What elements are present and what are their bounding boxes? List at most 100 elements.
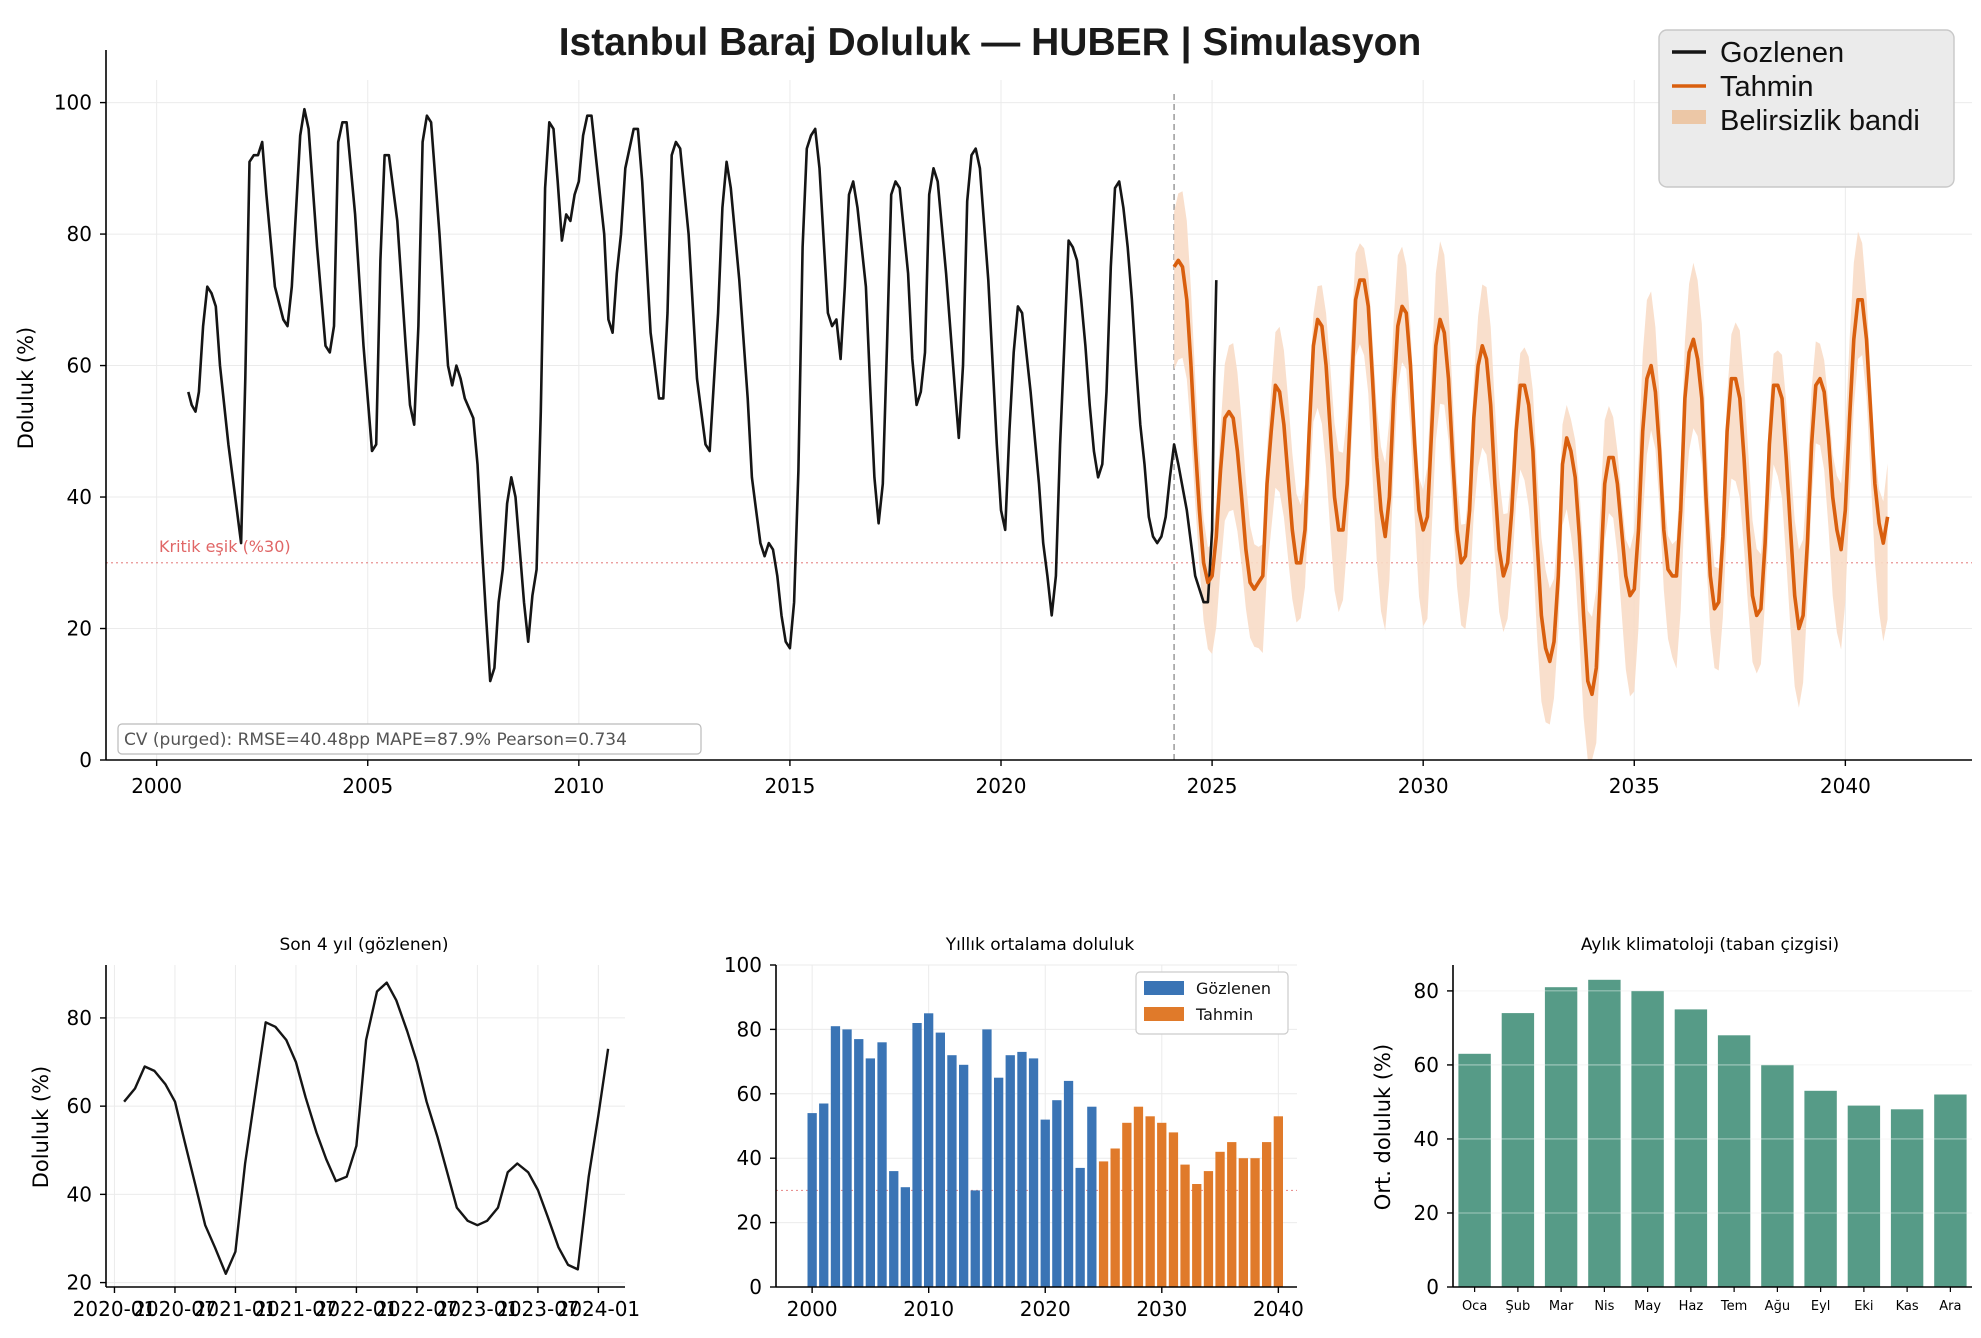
yearly-forecast-bar bbox=[1215, 1151, 1225, 1287]
last4-lines bbox=[123, 981, 610, 1276]
yearly-observed-bar bbox=[935, 1032, 945, 1287]
yearly-observed-bar bbox=[1005, 1055, 1015, 1287]
last4-y-tick-label: 80 bbox=[67, 1006, 92, 1030]
climatology-x-tick-label: Mar bbox=[1549, 1299, 1574, 1314]
main-y-tick-label: 60 bbox=[67, 354, 92, 378]
yearly-forecast-bar bbox=[1122, 1122, 1132, 1287]
legend-band-swatch bbox=[1672, 110, 1706, 124]
yearly-observed-bar bbox=[865, 1058, 875, 1287]
climatology-x-tick-label: Eyl bbox=[1811, 1299, 1831, 1314]
last4-x-tick-label: 2022-07 bbox=[375, 1297, 459, 1321]
yearly-forecast-bar bbox=[1262, 1142, 1272, 1287]
yearly-observed-bar bbox=[924, 1013, 934, 1287]
last4-x-tick-label: 2023-01 bbox=[436, 1297, 520, 1321]
yearly-observed-bar bbox=[1028, 1058, 1039, 1287]
climatology-y-tick-label: 80 bbox=[1414, 979, 1439, 1003]
yearly-observed-bar bbox=[970, 1190, 980, 1287]
cv-metrics-box: CV (purged): RMSE=40.48pp MAPE=87.9% Pea… bbox=[117, 723, 702, 755]
climatology-bar bbox=[1544, 987, 1578, 1287]
main-x-tick-label: 2020 bbox=[976, 774, 1027, 798]
climatology-y-tick-label: 0 bbox=[1426, 1275, 1439, 1299]
main-y-tick-label: 100 bbox=[54, 91, 92, 115]
climatology-bar bbox=[1501, 1013, 1535, 1287]
yearly-title: Yıllık ortalama doluluk bbox=[945, 935, 1135, 955]
last4-y-axis-label: Doluluk (%) bbox=[29, 1066, 53, 1188]
climatology-ticks: 0 20 40 60 80 Oca Şub Mar Nis May Haz Tem Ağu Eyl Eki K… bbox=[1414, 979, 1962, 1314]
critical-threshold-label: Kritik eşik (%30) bbox=[159, 537, 291, 556]
yearly-forecast-bar bbox=[1180, 1164, 1190, 1287]
yearly-observed-bar bbox=[947, 1055, 957, 1287]
yearly-x-tick-label: 2020 bbox=[1020, 1297, 1071, 1321]
yearly-observed-bar bbox=[807, 1113, 817, 1287]
yearly-axes bbox=[775, 965, 1297, 1288]
legend-yearly-forecast-swatch bbox=[1144, 1007, 1184, 1021]
climatology-x-tick-label: Ağu bbox=[1765, 1299, 1790, 1314]
yearly-forecast-bar bbox=[1110, 1148, 1120, 1287]
main-x-tick-label: 2025 bbox=[1187, 774, 1238, 798]
yearly-y-tick-label: 20 bbox=[737, 1211, 762, 1235]
yearly-observed-bar bbox=[819, 1103, 829, 1287]
yearly-observed-bar bbox=[1075, 1167, 1085, 1287]
yearly-forecast-bar bbox=[1192, 1184, 1202, 1287]
yearly-y-tick-label: 100 bbox=[724, 953, 762, 977]
main-y-axis-label: Doluluk (%) bbox=[14, 327, 38, 449]
climatology-bar bbox=[1890, 1109, 1924, 1287]
main-x-tick-label: 2005 bbox=[342, 774, 393, 798]
last4-y-tick-label: 20 bbox=[67, 1271, 92, 1295]
last4-x-tick-label: 2021-01 bbox=[194, 1297, 278, 1321]
last4-x-tick-label: 2024-01 bbox=[557, 1297, 641, 1321]
yearly-forecast-bar bbox=[1203, 1171, 1214, 1287]
climatology-x-tick-label: Nis bbox=[1594, 1299, 1614, 1314]
climatology-y-tick-label: 60 bbox=[1414, 1053, 1439, 1077]
main-y-tick-label: 0 bbox=[79, 748, 92, 772]
last4-x-tick-label: 2020-07 bbox=[133, 1297, 217, 1321]
main-y-tick-label: 20 bbox=[67, 617, 92, 641]
yearly-observed-bar bbox=[959, 1064, 969, 1287]
main-x-tick-label: 2040 bbox=[1820, 774, 1871, 798]
yearly-y-tick-label: 60 bbox=[737, 1082, 762, 1106]
yearly-observed-bar bbox=[900, 1187, 910, 1287]
climatology-x-tick-label: Haz bbox=[1679, 1299, 1704, 1314]
yearly-forecast-bar bbox=[1133, 1106, 1144, 1287]
main-y-tick-label: 80 bbox=[67, 222, 92, 246]
yearly-observed-bar bbox=[912, 1023, 922, 1287]
yearly-forecast-bar bbox=[1145, 1116, 1155, 1287]
last4-observed-line bbox=[123, 981, 610, 1276]
main-axes bbox=[105, 50, 1972, 761]
climatology-x-tick-label: Kas bbox=[1896, 1299, 1919, 1314]
climatology-title: Aylık klimatoloji (taban çizgisi) bbox=[1581, 935, 1839, 955]
legend-yearly-observed-label: Gözlenen bbox=[1196, 979, 1271, 998]
climatology-x-tick-label: Şub bbox=[1506, 1299, 1531, 1314]
yearly-y-tick-label: 40 bbox=[737, 1146, 762, 1170]
yearly-forecast-bar bbox=[1157, 1122, 1167, 1287]
yearly-x-tick-label: 2010 bbox=[903, 1297, 954, 1321]
last4-x-tick-label: 2020-01 bbox=[73, 1297, 157, 1321]
last4-title: Son 4 yıl (gözlenen) bbox=[279, 935, 448, 955]
legend-yearly-forecast-label: Tahmin bbox=[1195, 1005, 1253, 1024]
last4-y-tick-label: 60 bbox=[67, 1094, 92, 1118]
yearly-x-tick-label: 2040 bbox=[1253, 1297, 1304, 1321]
yearly-x-tick-label: 2000 bbox=[787, 1297, 838, 1321]
main-y-tick-label: 40 bbox=[67, 485, 92, 509]
uncertainty-band bbox=[1174, 191, 1888, 761]
yearly-observed-bar bbox=[1087, 1106, 1097, 1287]
main-legend: Gozlenen Tahmin Belirsizlik bandi bbox=[1658, 29, 1955, 188]
climatology-x-tick-label: Tem bbox=[1720, 1299, 1747, 1314]
yearly-observed-bar bbox=[842, 1029, 852, 1287]
climatology-x-tick-label: Ara bbox=[1939, 1299, 1961, 1314]
main-title: Istanbul Baraj Doluluk — HUBER | Simulas… bbox=[559, 21, 1422, 64]
main-x-tick-label: 2030 bbox=[1398, 774, 1449, 798]
climatology-x-tick-label: Oca bbox=[1462, 1299, 1487, 1314]
uncertainty-band-area bbox=[1174, 191, 1888, 761]
climatology-bar bbox=[1588, 979, 1621, 1287]
yearly-forecast-bar bbox=[1250, 1158, 1260, 1287]
legend-yearly-observed-swatch bbox=[1144, 981, 1184, 995]
main-x-tick-label: 2010 bbox=[553, 774, 604, 798]
yearly-forecast-bar bbox=[1227, 1142, 1237, 1287]
climatology-y-axis-label: Ort. doluluk (%) bbox=[1371, 1044, 1395, 1210]
yearly-y-tick-label: 80 bbox=[737, 1017, 762, 1041]
yearly-forecast-bar bbox=[1273, 1116, 1283, 1287]
climatology-bar bbox=[1761, 1064, 1794, 1287]
climatology-bar bbox=[1934, 1094, 1967, 1287]
